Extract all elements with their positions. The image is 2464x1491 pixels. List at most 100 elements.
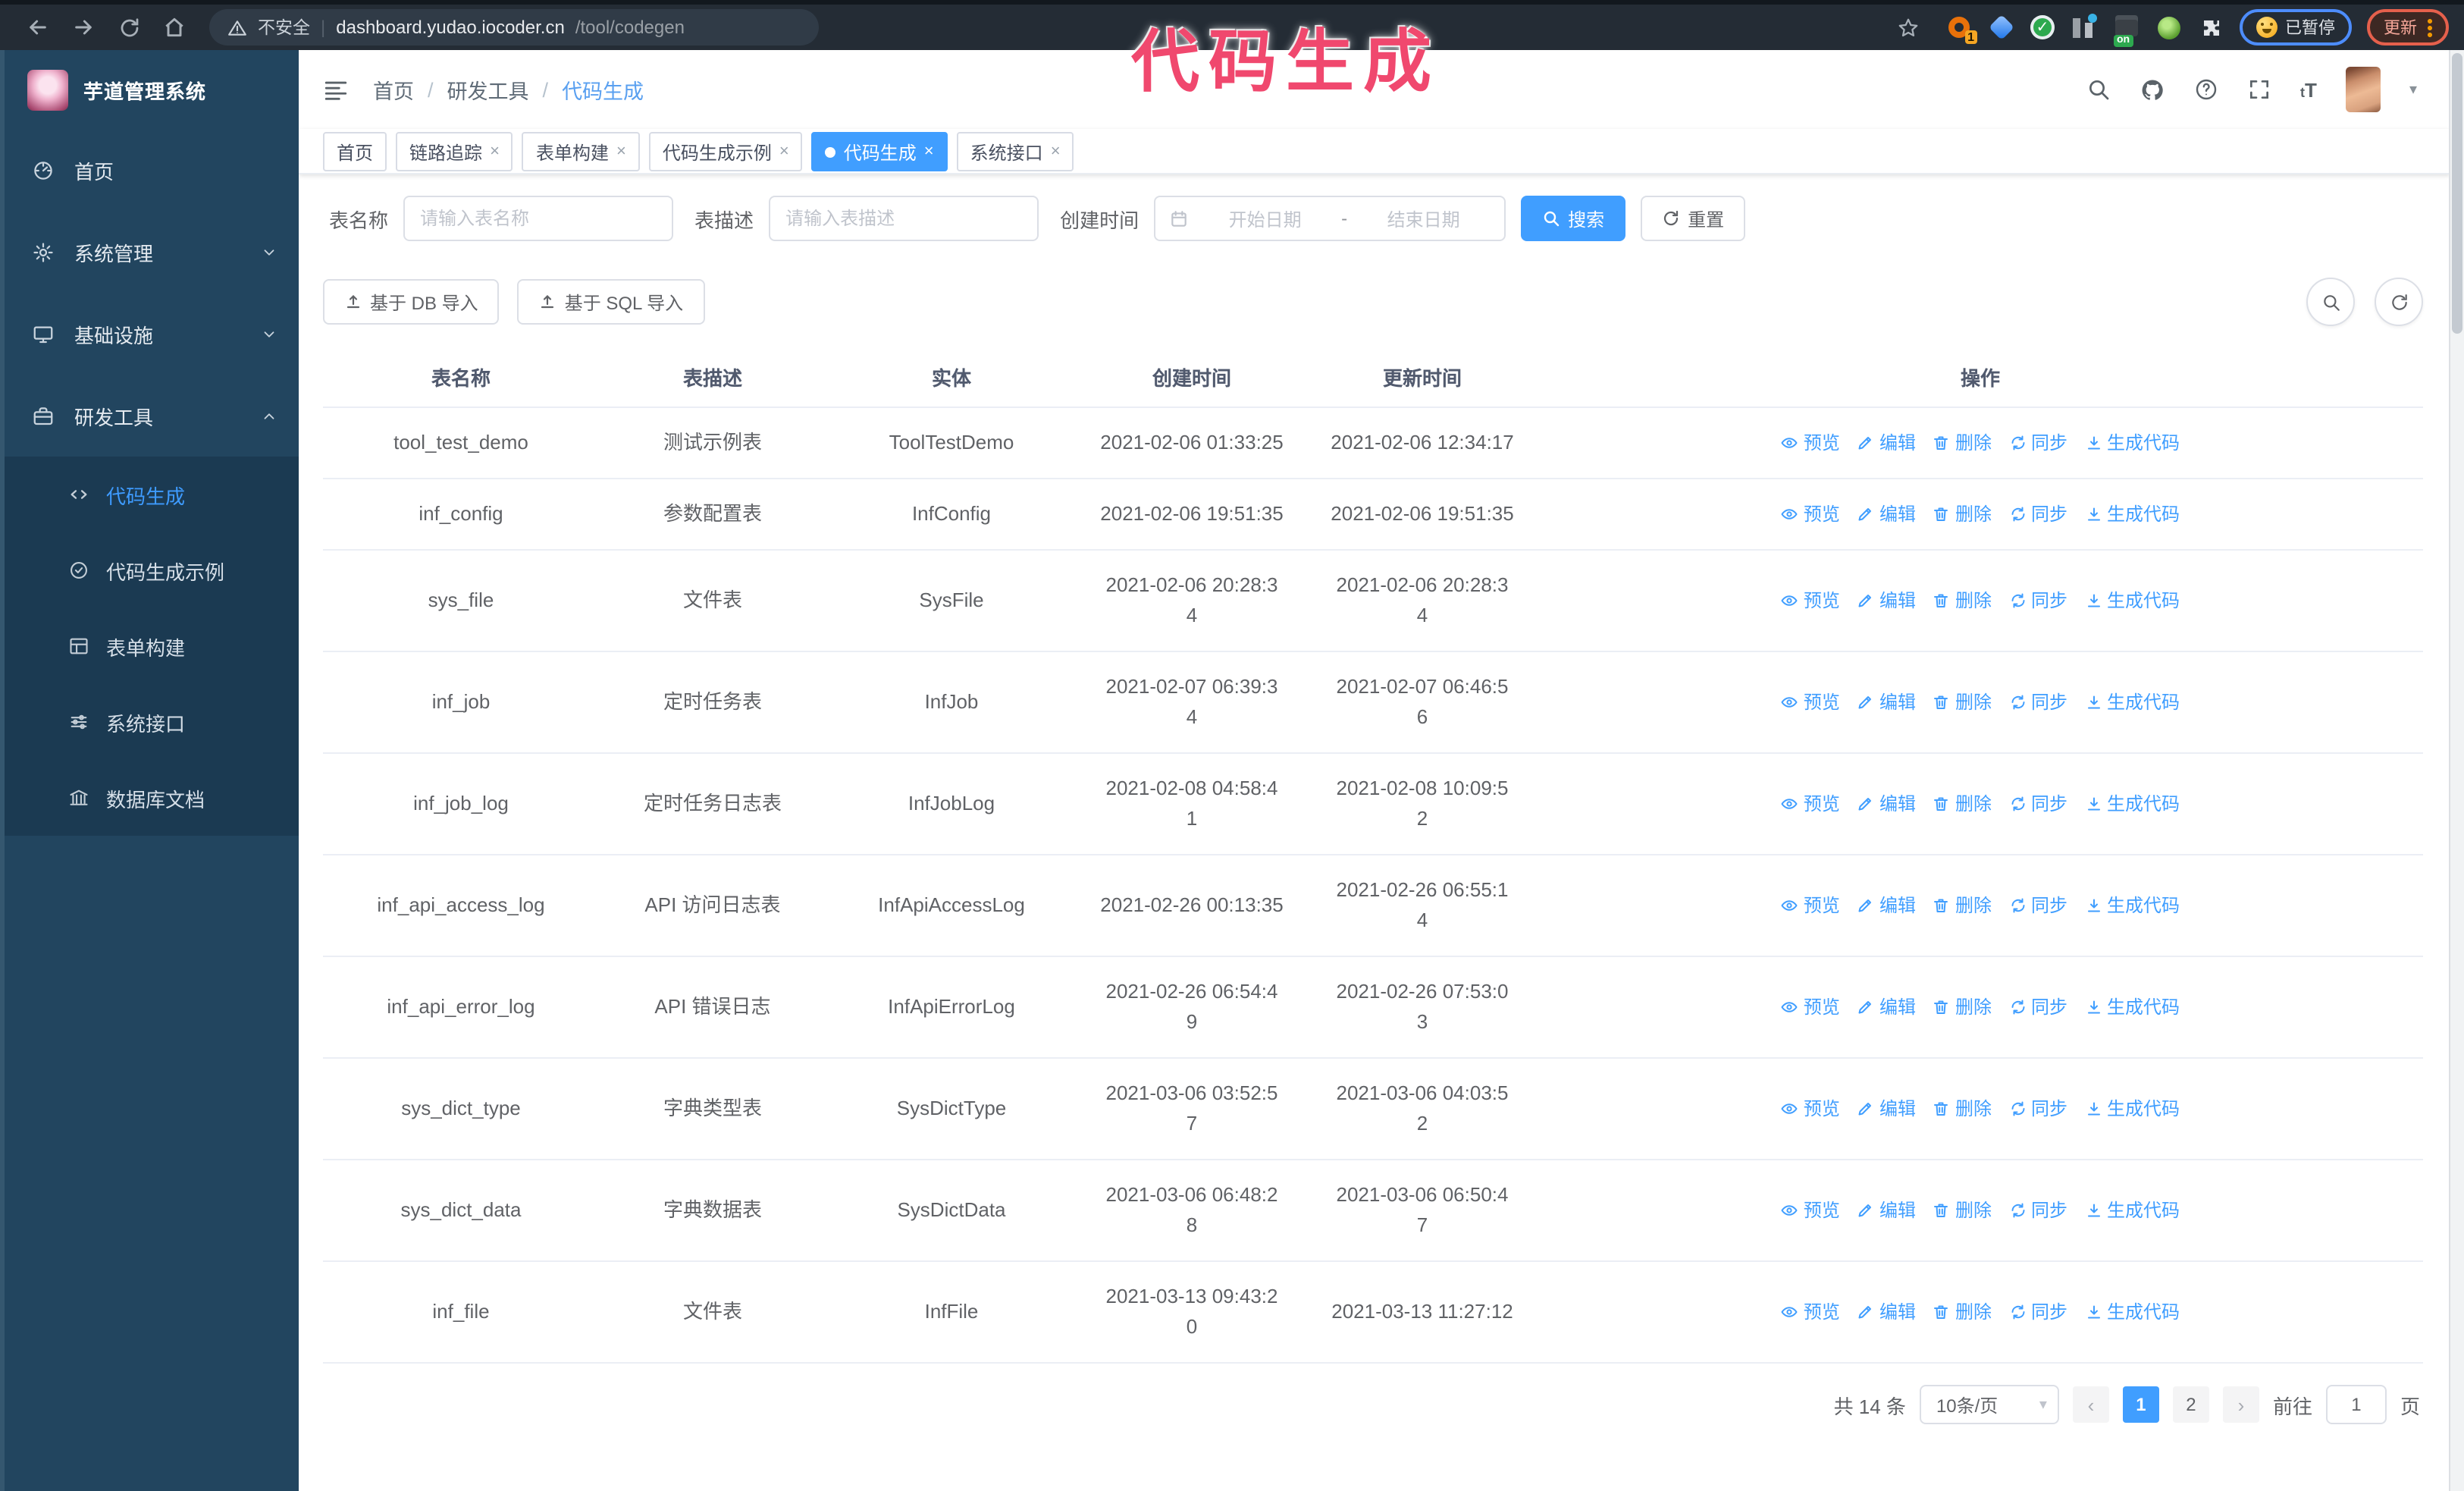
- tab-首页[interactable]: 首页: [323, 132, 387, 171]
- browser-forward-icon[interactable]: [65, 9, 102, 46]
- import-db-button[interactable]: 基于 DB 导入: [323, 279, 500, 325]
- tab-close-icon[interactable]: ×: [779, 142, 789, 160]
- table-name-input[interactable]: [403, 196, 674, 241]
- action-删除[interactable]: 删除: [1933, 890, 1992, 921]
- action-编辑[interactable]: 编辑: [1857, 1094, 1916, 1124]
- toggle-search-button[interactable]: [2306, 278, 2355, 326]
- scrollbar-thumb[interactable]: [2452, 53, 2462, 334]
- browser-home-icon[interactable]: [156, 9, 193, 46]
- sidebar-item-表单构建[interactable]: 表单构建: [0, 608, 299, 684]
- breadcrumb-item[interactable]: 代码生成: [562, 80, 644, 103]
- action-编辑[interactable]: 编辑: [1857, 687, 1916, 717]
- action-生成代码[interactable]: 生成代码: [2084, 1297, 2180, 1327]
- action-编辑[interactable]: 编辑: [1857, 1195, 1916, 1226]
- action-删除[interactable]: 删除: [1933, 1195, 1992, 1226]
- extension-server-icon[interactable]: on: [2112, 14, 2140, 47]
- tab-表单构建[interactable]: 表单构建 ×: [522, 132, 640, 171]
- sidebar-item-系统管理[interactable]: 系统管理: [0, 211, 299, 293]
- tab-系统接口[interactable]: 系统接口 ×: [956, 132, 1074, 171]
- action-预览[interactable]: 预览: [1781, 428, 1840, 458]
- next-page-button[interactable]: ›: [2222, 1386, 2259, 1423]
- action-编辑[interactable]: 编辑: [1857, 428, 1916, 458]
- browser-update-button[interactable]: 更新: [2367, 9, 2449, 46]
- sidebar-item-数据库文档[interactable]: 数据库文档: [0, 760, 299, 836]
- action-同步[interactable]: 同步: [2008, 585, 2067, 616]
- extension-pet-icon[interactable]: [2155, 14, 2182, 41]
- avatar-caret-icon[interactable]: ▾: [2409, 81, 2417, 98]
- create-time-range-picker[interactable]: 开始日期 - 结束日期: [1154, 196, 1506, 241]
- search-icon[interactable]: [2086, 77, 2111, 102]
- sidebar-item-研发工具[interactable]: 研发工具: [0, 375, 299, 457]
- scrollbar-track[interactable]: [2449, 50, 2464, 1491]
- action-预览[interactable]: 预览: [1781, 789, 1840, 819]
- action-生成代码[interactable]: 生成代码: [2084, 992, 2180, 1022]
- import-sql-button[interactable]: 基于 SQL 导入: [517, 279, 705, 325]
- action-编辑[interactable]: 编辑: [1857, 1297, 1916, 1327]
- bookmark-star-icon[interactable]: [1889, 9, 1926, 46]
- refresh-table-button[interactable]: [2375, 278, 2423, 326]
- extensions-puzzle-icon[interactable]: [2197, 14, 2224, 41]
- action-生成代码[interactable]: 生成代码: [2084, 687, 2180, 717]
- action-同步[interactable]: 同步: [2008, 1297, 2067, 1327]
- profile-paused-pill[interactable]: 已暂停: [2240, 9, 2352, 46]
- tab-close-icon[interactable]: ×: [923, 142, 934, 160]
- sidebar-item-系统接口[interactable]: 系统接口: [0, 684, 299, 760]
- tab-代码生成[interactable]: 代码生成 ×: [811, 132, 948, 171]
- sidebar-logo-row[interactable]: 芋道管理系统: [0, 50, 299, 129]
- tab-close-icon[interactable]: ×: [490, 142, 500, 160]
- extension-check-icon[interactable]: ✓: [2030, 15, 2055, 39]
- action-预览[interactable]: 预览: [1781, 585, 1840, 616]
- prev-page-button[interactable]: ‹: [2072, 1386, 2109, 1423]
- action-生成代码[interactable]: 生成代码: [2084, 890, 2180, 921]
- tab-close-icon[interactable]: ×: [1050, 142, 1061, 160]
- action-同步[interactable]: 同步: [2008, 992, 2067, 1022]
- action-预览[interactable]: 预览: [1781, 1094, 1840, 1124]
- action-同步[interactable]: 同步: [2008, 428, 2067, 458]
- search-button[interactable]: 搜索: [1521, 196, 1626, 241]
- github-icon[interactable]: [2140, 77, 2165, 102]
- action-编辑[interactable]: 编辑: [1857, 585, 1916, 616]
- action-生成代码[interactable]: 生成代码: [2084, 789, 2180, 819]
- action-删除[interactable]: 删除: [1933, 789, 1992, 819]
- page-size-select[interactable]: 10条/页 ▾: [1919, 1385, 2059, 1424]
- action-预览[interactable]: 预览: [1781, 890, 1840, 921]
- sidebar-item-首页[interactable]: 首页: [0, 129, 299, 211]
- fullscreen-icon[interactable]: [2247, 77, 2271, 102]
- action-同步[interactable]: 同步: [2008, 789, 2067, 819]
- action-编辑[interactable]: 编辑: [1857, 890, 1916, 921]
- action-预览[interactable]: 预览: [1781, 499, 1840, 529]
- action-删除[interactable]: 删除: [1933, 1297, 1992, 1327]
- action-预览[interactable]: 预览: [1781, 687, 1840, 717]
- extension-columns-icon[interactable]: [2070, 13, 2097, 41]
- extension-gem-icon[interactable]: [1988, 14, 2015, 41]
- action-编辑[interactable]: 编辑: [1857, 992, 1916, 1022]
- tab-链路追踪[interactable]: 链路追踪 ×: [396, 132, 513, 171]
- breadcrumb-item[interactable]: 研发工具: [447, 80, 529, 103]
- action-删除[interactable]: 删除: [1933, 585, 1992, 616]
- avatar[interactable]: [2345, 67, 2381, 112]
- action-预览[interactable]: 预览: [1781, 992, 1840, 1022]
- action-删除[interactable]: 删除: [1933, 687, 1992, 717]
- table-desc-input[interactable]: [769, 196, 1039, 241]
- action-删除[interactable]: 删除: [1933, 499, 1992, 529]
- address-bar[interactable]: 不安全 | dashboard.yudao.iocoder.cn/tool/co…: [209, 9, 819, 46]
- action-删除[interactable]: 删除: [1933, 992, 1992, 1022]
- extension-oclock-icon[interactable]: 1: [1945, 14, 1977, 44]
- action-生成代码[interactable]: 生成代码: [2084, 428, 2180, 458]
- action-生成代码[interactable]: 生成代码: [2084, 1094, 2180, 1124]
- action-同步[interactable]: 同步: [2008, 1195, 2067, 1226]
- action-生成代码[interactable]: 生成代码: [2084, 585, 2180, 616]
- collapse-sidebar-icon[interactable]: [323, 77, 349, 102]
- action-编辑[interactable]: 编辑: [1857, 789, 1916, 819]
- browser-reload-icon[interactable]: [111, 9, 147, 46]
- action-同步[interactable]: 同步: [2008, 890, 2067, 921]
- sidebar-item-基础设施[interactable]: 基础设施: [0, 293, 299, 375]
- font-size-icon[interactable]: tT: [2300, 78, 2317, 101]
- action-编辑[interactable]: 编辑: [1857, 499, 1916, 529]
- action-预览[interactable]: 预览: [1781, 1297, 1840, 1327]
- action-同步[interactable]: 同步: [2008, 687, 2067, 717]
- goto-page-input[interactable]: [2325, 1385, 2387, 1424]
- browser-back-icon[interactable]: [20, 9, 56, 46]
- action-同步[interactable]: 同步: [2008, 1094, 2067, 1124]
- action-同步[interactable]: 同步: [2008, 499, 2067, 529]
